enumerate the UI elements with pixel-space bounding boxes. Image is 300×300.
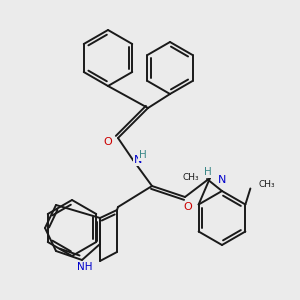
Text: O: O <box>184 202 192 212</box>
Text: NH: NH <box>76 262 92 272</box>
Text: CH₃: CH₃ <box>182 172 199 182</box>
Text: CH₃: CH₃ <box>258 180 275 189</box>
Text: H: H <box>139 150 147 160</box>
Text: O: O <box>103 137 112 147</box>
Text: N: N <box>218 175 226 185</box>
Text: H: H <box>204 167 212 177</box>
Text: N: N <box>134 155 142 165</box>
